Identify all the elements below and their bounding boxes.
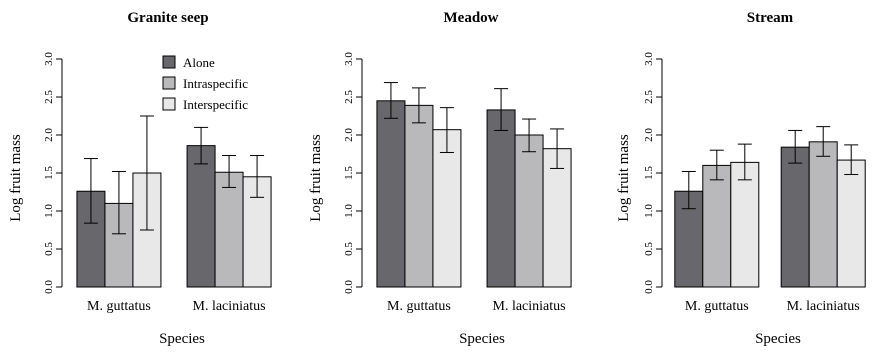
legend-label: Interspecific (183, 97, 248, 112)
y-axis-title: Log fruit mass (308, 134, 324, 222)
y-tick-label: 2.0 (643, 128, 655, 142)
y-tick-label: 1.0 (343, 204, 355, 218)
y-tick-label: 0.5 (343, 242, 355, 256)
panel-1: Granite seep 0.0 0.5 1.0 1.5 2.0 2.5 3.0 Log fru… (8, 10, 272, 347)
bar-intraspecific (808, 141, 838, 288)
y-axis-title: Log fruit mass (8, 134, 24, 222)
y-tick-label: 2.5 (343, 90, 355, 104)
y-tick-label: 3.0 (43, 52, 55, 66)
bar-interspecific (730, 161, 760, 288)
bar-alone (486, 109, 516, 288)
x-axis-title: Species (159, 331, 205, 347)
y-tick-label: 1.0 (643, 204, 655, 218)
x-category-label: M. laciniatus (193, 299, 266, 314)
panel-2: Meadow 0.0 0.5 1.0 1.5 2.0 2.5 3.0 Log fruit mas… (308, 10, 572, 347)
panel-title: Meadow (444, 10, 499, 26)
y-tick-label: 1.5 (343, 166, 355, 180)
legend-label: Intraspecific (183, 76, 248, 91)
y-tick-label: 2.5 (643, 90, 655, 104)
bar-alone (780, 146, 810, 288)
y-tick-label: 0.0 (343, 280, 355, 294)
y-tick-label: 1.5 (43, 166, 55, 180)
bar-intraspecific (702, 164, 732, 288)
y-tick-label: 3.0 (343, 52, 355, 66)
legend-label: Alone (183, 55, 215, 70)
bar-interspecific (836, 159, 866, 288)
legend-swatch (162, 76, 176, 90)
y-tick-label: 3.0 (643, 52, 655, 66)
bar-alone (186, 145, 216, 288)
panel-3: Stream 0.0 0.5 1.0 1.5 2.0 2.5 3.0 Log fruit mas… (616, 10, 866, 347)
bar-intraspecific (514, 134, 544, 288)
x-category-label: M. laciniatus (493, 299, 566, 314)
bar-interspecific (432, 129, 462, 288)
legend-swatch (162, 55, 176, 69)
y-tick-label: 1.5 (643, 166, 655, 180)
x-category-label: M. guttatus (685, 299, 749, 314)
x-axis-title: Species (755, 331, 801, 347)
y-tick-label: 1.0 (43, 204, 55, 218)
y-tick-label: 0.5 (643, 242, 655, 256)
x-category-label: M. laciniatus (787, 299, 860, 314)
bar-intraspecific (214, 171, 244, 288)
bar-intraspecific (404, 104, 434, 288)
legend-swatch (162, 97, 176, 111)
x-category-label: M. guttatus (87, 299, 151, 314)
y-tick-label: 0.0 (643, 280, 655, 294)
bar-alone (376, 100, 406, 288)
y-axis-title: Log fruit mass (616, 134, 632, 222)
bar-interspecific (542, 148, 572, 288)
x-category-label: M. guttatus (387, 299, 451, 314)
y-tick-label: 2.0 (343, 128, 355, 142)
y-tick-label: 2.0 (43, 128, 55, 142)
panel-title: Granite seep (127, 10, 208, 26)
y-tick-label: 0.0 (43, 280, 55, 294)
x-axis-title: Species (459, 331, 505, 347)
y-tick-label: 2.5 (43, 90, 55, 104)
y-tick-label: 0.5 (43, 242, 55, 256)
panel-title: Stream (747, 10, 794, 26)
